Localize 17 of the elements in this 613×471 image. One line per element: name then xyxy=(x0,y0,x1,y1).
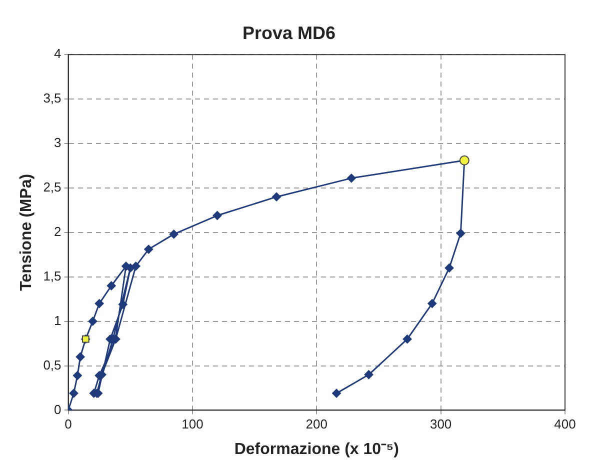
y-tick-label: 1,5 xyxy=(43,268,62,284)
y-axis-title: Tensione (MPa) xyxy=(18,174,36,291)
y-tick-label: 2 xyxy=(54,224,62,239)
x-axis-title: Deformazione (x 10⁻⁵) xyxy=(234,440,399,458)
chart-title: Prova MD6 xyxy=(242,22,336,43)
y-tick-label: 4 xyxy=(54,46,62,62)
y-tick-label: 0,5 xyxy=(43,357,62,372)
y-tick-label: 1 xyxy=(54,312,62,328)
y-tick-label: 2,5 xyxy=(43,180,62,195)
y-tick-label: 0 xyxy=(54,402,62,417)
x-tick-label: 400 xyxy=(554,416,576,432)
x-tick-label: 200 xyxy=(306,416,328,432)
y-tick-label: 3,5 xyxy=(43,90,62,106)
x-tick-label: 100 xyxy=(182,416,204,432)
x-tick-label: 0 xyxy=(64,416,72,432)
y-tick-label: 3 xyxy=(54,135,62,150)
x-tick-label: 300 xyxy=(430,416,452,432)
